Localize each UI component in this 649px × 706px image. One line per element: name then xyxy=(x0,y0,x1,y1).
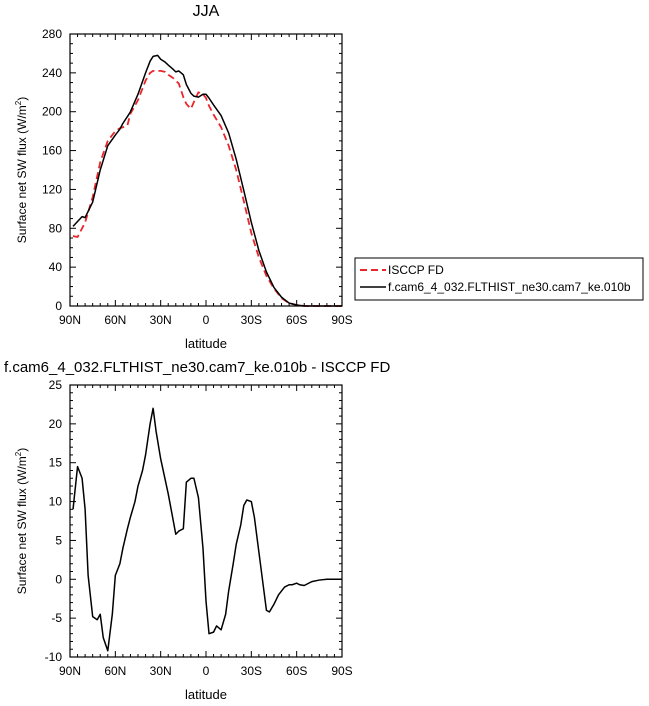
bottom-ytick-label: 15 xyxy=(49,456,63,470)
top-ytick-label: 160 xyxy=(42,144,62,158)
top-panel: JJA 90N 60N 30N 0 30S 60S 90S 0 40 80 120 160 200 240… xyxy=(14,3,353,351)
bottom-xlabel: latitude xyxy=(185,687,227,702)
top-xtick-label: 0 xyxy=(203,313,210,327)
bottom-xtick-label: 90N xyxy=(59,664,81,678)
bottom-ticks-layer: 90N 60N 30N 0 30S 60S 90S -10 -5 0 5 10 15 20 25 xyxy=(45,378,353,678)
legend-label-isccp-fd: ISCCP FD xyxy=(388,263,444,277)
top-ytick-label: 0 xyxy=(55,299,62,313)
bottom-xtick-label: 30S xyxy=(241,664,262,678)
bottom-ytick-label: -10 xyxy=(45,650,63,664)
bottom-ylabel-close: ) xyxy=(15,448,29,452)
top-ylabel-main: Surface net SW flux (W/m xyxy=(15,105,29,243)
top-series-line-1 xyxy=(72,54,342,307)
top-ytick-label: 200 xyxy=(42,105,62,119)
bottom-ylabel: Surface net SW flux (W/m2) xyxy=(14,448,29,594)
bottom-ytick-label: 5 xyxy=(55,533,62,547)
top-xtick-label: 30N xyxy=(150,313,172,327)
bottom-ytick-label: 25 xyxy=(49,378,63,392)
bottom-ytick-label: 20 xyxy=(49,417,63,431)
bottom-ytick-label: 10 xyxy=(49,495,63,509)
top-series-layer xyxy=(72,54,342,307)
top-ytick-label: 120 xyxy=(42,182,62,196)
bottom-xtick-label: 30N xyxy=(150,664,172,678)
bottom-title: f.cam6_4_032.FLTHIST_ne30.cam7_ke.010b -… xyxy=(4,359,390,376)
bottom-ytick-label: 0 xyxy=(55,572,62,586)
bottom-xtick-label: 60N xyxy=(104,664,126,678)
bottom-ylabel-main: Surface net SW flux (W/m xyxy=(15,456,29,594)
bottom-ylabel-superscript: 2 xyxy=(14,451,23,456)
legend: ISCCP FD f.cam6_4_032.FLTHIST_ne30.cam7_… xyxy=(354,257,644,301)
top-plot-frame xyxy=(69,33,343,307)
top-ylabel: Surface net SW flux (W/m2) xyxy=(14,97,29,243)
bottom-xtick-label: 90S xyxy=(331,664,352,678)
top-ytick-label: 240 xyxy=(42,66,62,80)
top-series-line-0 xyxy=(72,70,342,307)
bottom-xtick-label: 60S xyxy=(286,664,307,678)
legend-label-model: f.cam6_4_032.FLTHIST_ne30.cam7_ke.010b xyxy=(388,280,631,294)
legend-box xyxy=(354,257,644,301)
bottom-series-line-0 xyxy=(72,407,342,652)
top-xlabel: latitude xyxy=(185,336,227,351)
bottom-xtick-label: 0 xyxy=(203,664,210,678)
top-xtick-label: 60S xyxy=(286,313,307,327)
bottom-series-layer xyxy=(72,407,342,652)
top-ticks-layer: 90N 60N 30N 0 30S 60S 90S 0 40 80 120 160 200 240 280 xyxy=(42,27,353,327)
top-xtick-label: 90N xyxy=(59,313,81,327)
top-ytick-label: 280 xyxy=(42,27,62,41)
top-ytick-label: 40 xyxy=(49,260,63,274)
bottom-plot-frame xyxy=(69,384,343,658)
bottom-ytick-label: -5 xyxy=(51,611,62,625)
top-title: JJA xyxy=(193,3,220,20)
top-ytick-label: 80 xyxy=(49,221,63,235)
bottom-panel: f.cam6_4_032.FLTHIST_ne30.cam7_ke.010b -… xyxy=(4,359,390,702)
top-xtick-label: 30S xyxy=(241,313,262,327)
top-xtick-label: 60N xyxy=(104,313,126,327)
top-xtick-label: 90S xyxy=(331,313,352,327)
top-ylabel-close: ) xyxy=(15,97,29,101)
top-ylabel-superscript: 2 xyxy=(14,100,23,105)
